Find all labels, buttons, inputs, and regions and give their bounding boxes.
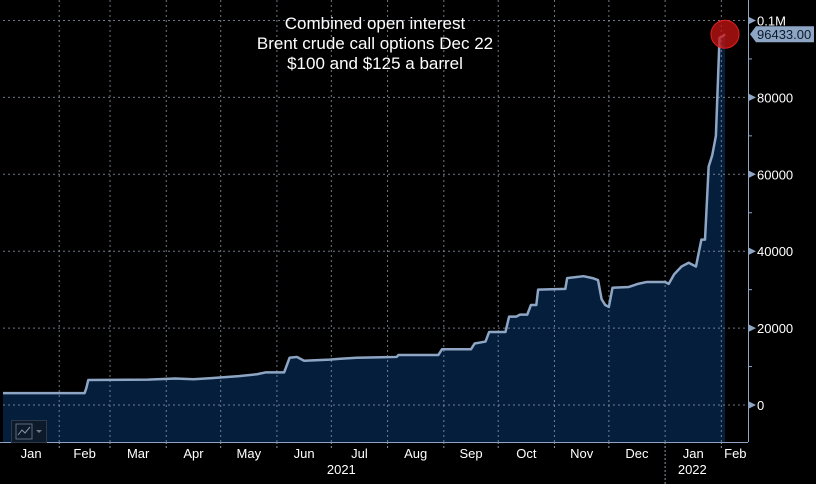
y-tick-label: 80000 xyxy=(757,90,793,105)
x-tick-label: Feb xyxy=(73,446,95,461)
x-tick-label: Oct xyxy=(516,446,537,461)
x-tick-label: Jan xyxy=(683,446,704,461)
chart-title: Combined open interest Brent crude call … xyxy=(230,14,520,74)
series-line xyxy=(3,33,726,395)
line-chart-icon xyxy=(15,423,42,440)
x-tick-label: Jul xyxy=(351,446,368,461)
x-tick-label: Nov xyxy=(570,446,594,461)
y-tick-marker xyxy=(748,324,756,333)
x-tick-label: Apr xyxy=(183,446,204,461)
year-label: 2022 xyxy=(678,462,707,477)
y-tick-marker xyxy=(748,401,756,409)
x-tick-label: Mar xyxy=(127,446,150,461)
last-value-label: 96433.00 xyxy=(757,27,811,42)
y-tick-label: 0.1M xyxy=(757,14,786,29)
year-label: 2021 xyxy=(327,462,356,477)
y-tick-label: 40000 xyxy=(757,244,793,259)
x-tick-label: Jun xyxy=(294,446,315,461)
x-tick-label: Aug xyxy=(404,446,427,461)
chevron-down-icon xyxy=(36,430,42,433)
title-line-1: Combined open interest xyxy=(284,14,466,33)
last-value-tag xyxy=(750,26,814,43)
x-tick-label: Jan xyxy=(21,446,42,461)
x-tick-label: Feb xyxy=(724,446,746,461)
title-line-3: $100 and $125 a barrel xyxy=(287,54,463,73)
y-tick-label: 60000 xyxy=(757,167,793,182)
last-value-highlight xyxy=(710,19,740,49)
area-fill xyxy=(3,34,725,442)
title-line-2: Brent crude call options Dec 22 xyxy=(256,34,494,53)
x-tick-label: Dec xyxy=(625,446,649,461)
y-tick-marker xyxy=(748,170,756,179)
y-tick-label: 0 xyxy=(757,398,764,413)
y-tick-marker xyxy=(748,247,756,256)
y-tick-label: 20000 xyxy=(757,321,793,336)
x-tick-label: May xyxy=(237,446,262,461)
chart-type-button[interactable] xyxy=(11,420,47,443)
y-tick-marker xyxy=(748,16,756,25)
y-tick-marker xyxy=(748,93,756,102)
x-tick-label: Sep xyxy=(459,446,482,461)
